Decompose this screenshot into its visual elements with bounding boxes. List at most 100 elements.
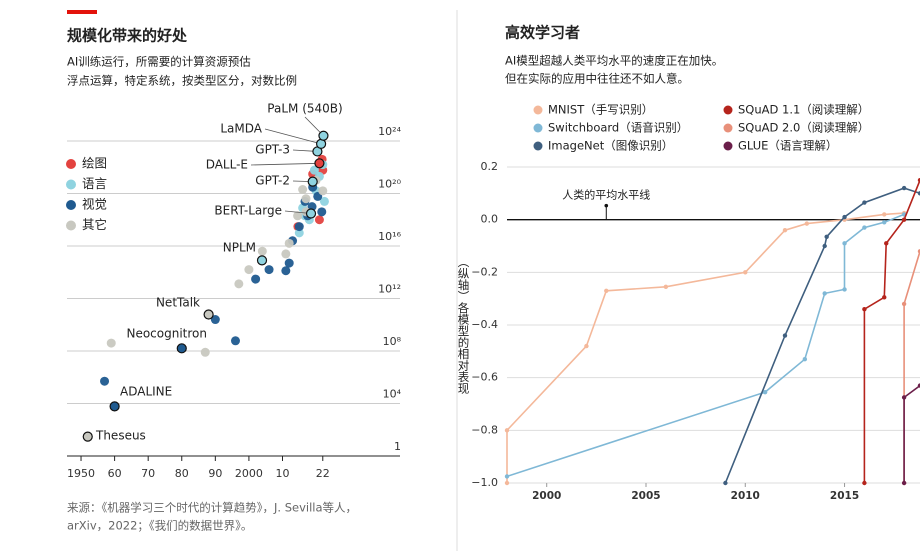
y-tick-label: 0.2 bbox=[481, 160, 499, 173]
legend-label: 视觉 bbox=[82, 197, 107, 212]
point bbox=[917, 249, 920, 254]
series-line bbox=[903, 384, 920, 483]
point bbox=[294, 222, 304, 232]
y-tick-label: −0.2 bbox=[471, 265, 498, 278]
x-tick-label: 90 bbox=[208, 467, 222, 480]
point bbox=[244, 265, 254, 275]
point bbox=[842, 241, 847, 246]
y-tick-label: 1 bbox=[394, 440, 401, 453]
legend-label: MNIST（手写识别） bbox=[548, 103, 653, 117]
right-subtitle: 但在实际的应用中往往还不如人意。 bbox=[505, 72, 689, 86]
x-tick-label: 10 bbox=[275, 467, 289, 480]
point bbox=[281, 249, 291, 259]
point-label: PaLM (540B) bbox=[267, 102, 342, 116]
legend-label: SQuAD 2.0（阅读理解） bbox=[738, 121, 869, 135]
point bbox=[106, 338, 116, 348]
left-subtitle: 浮点运算，特定系统，按类型区分，对数比例 bbox=[67, 74, 297, 88]
legend-marker bbox=[66, 220, 76, 231]
legend-label: Switchboard（语音识别） bbox=[548, 121, 688, 135]
legend-label: ImageNet（图像识别） bbox=[548, 139, 673, 153]
labelled-point bbox=[307, 176, 318, 187]
legend-marker bbox=[723, 141, 733, 151]
point bbox=[234, 279, 244, 289]
point bbox=[917, 383, 920, 388]
point bbox=[251, 274, 261, 284]
annotation-dot bbox=[604, 203, 609, 208]
point bbox=[318, 186, 328, 196]
point bbox=[604, 288, 609, 293]
point bbox=[281, 266, 291, 276]
legend-marker bbox=[66, 179, 76, 190]
x-tick-label: 2000 bbox=[532, 490, 561, 502]
point bbox=[584, 343, 589, 349]
point bbox=[802, 357, 808, 362]
y-tick-label: 10¹⁶ bbox=[378, 230, 401, 243]
point-label: NetTalk bbox=[156, 296, 200, 310]
point bbox=[822, 291, 827, 296]
point-label: DALL-E bbox=[206, 158, 248, 172]
point bbox=[663, 284, 669, 290]
point bbox=[782, 333, 788, 338]
point bbox=[882, 212, 887, 217]
point bbox=[901, 185, 907, 191]
legend-label: SQuAD 1.1（阅读理解） bbox=[738, 103, 869, 117]
point bbox=[882, 295, 887, 300]
y-tick-label: 10²⁴ bbox=[378, 125, 401, 138]
point bbox=[100, 376, 110, 386]
point bbox=[504, 480, 510, 486]
point bbox=[917, 191, 920, 196]
point bbox=[901, 217, 907, 222]
point bbox=[257, 246, 267, 256]
point-label: LaMDA bbox=[220, 122, 262, 136]
left-subtitle: AI训练运行，所需要的计算资源预估 bbox=[67, 55, 251, 69]
point bbox=[901, 395, 907, 400]
legend-marker bbox=[533, 105, 543, 115]
labelled-point bbox=[318, 130, 329, 141]
point bbox=[504, 474, 510, 479]
point bbox=[842, 214, 847, 220]
series-line bbox=[903, 251, 920, 483]
point bbox=[804, 221, 810, 226]
point bbox=[901, 301, 907, 307]
y-tick-label: −0.6 bbox=[471, 371, 498, 384]
point-label: BERT-Large bbox=[214, 204, 282, 218]
point bbox=[862, 480, 867, 486]
legend-label: 绘图 bbox=[82, 156, 107, 171]
point bbox=[284, 258, 294, 268]
source: arXiv，2022；《我们的数据世界》。 bbox=[67, 519, 252, 533]
point bbox=[822, 243, 827, 249]
y-tick-label: −0.8 bbox=[471, 423, 498, 436]
point bbox=[309, 165, 319, 175]
labelled-point bbox=[305, 208, 317, 219]
point bbox=[200, 347, 210, 357]
legend-marker bbox=[723, 105, 733, 115]
x-tick-label: 70 bbox=[141, 467, 155, 480]
point bbox=[917, 177, 920, 183]
point bbox=[504, 428, 510, 433]
annotation: 人类的平均水平线 bbox=[562, 188, 650, 202]
x-tick-label: 2015 bbox=[830, 490, 859, 502]
point bbox=[743, 270, 748, 275]
point-label: GPT-3 bbox=[255, 143, 290, 157]
point-label: GPT-2 bbox=[255, 174, 290, 188]
legend-marker bbox=[533, 123, 543, 133]
point bbox=[762, 389, 768, 395]
point bbox=[723, 480, 728, 486]
left-title: 规模化带来的好处 bbox=[67, 27, 188, 45]
legend-marker bbox=[66, 159, 76, 169]
legend-marker bbox=[533, 141, 543, 151]
right-subtitle: AI模型超越人类平均水平的速度正在加快。 bbox=[505, 54, 723, 68]
point bbox=[317, 207, 327, 217]
y-tick-label: 10⁸ bbox=[383, 335, 402, 348]
leader-line bbox=[250, 162, 320, 166]
y-tick-label: −0.4 bbox=[471, 318, 498, 331]
legend-marker bbox=[66, 200, 76, 210]
point-label: Neocognitron bbox=[126, 327, 207, 341]
labelled-point bbox=[314, 158, 325, 169]
leader-line bbox=[264, 128, 322, 145]
point bbox=[782, 228, 788, 233]
point bbox=[882, 220, 887, 225]
right-title: 高效学习者 bbox=[505, 24, 580, 42]
labelled-point bbox=[82, 431, 93, 442]
